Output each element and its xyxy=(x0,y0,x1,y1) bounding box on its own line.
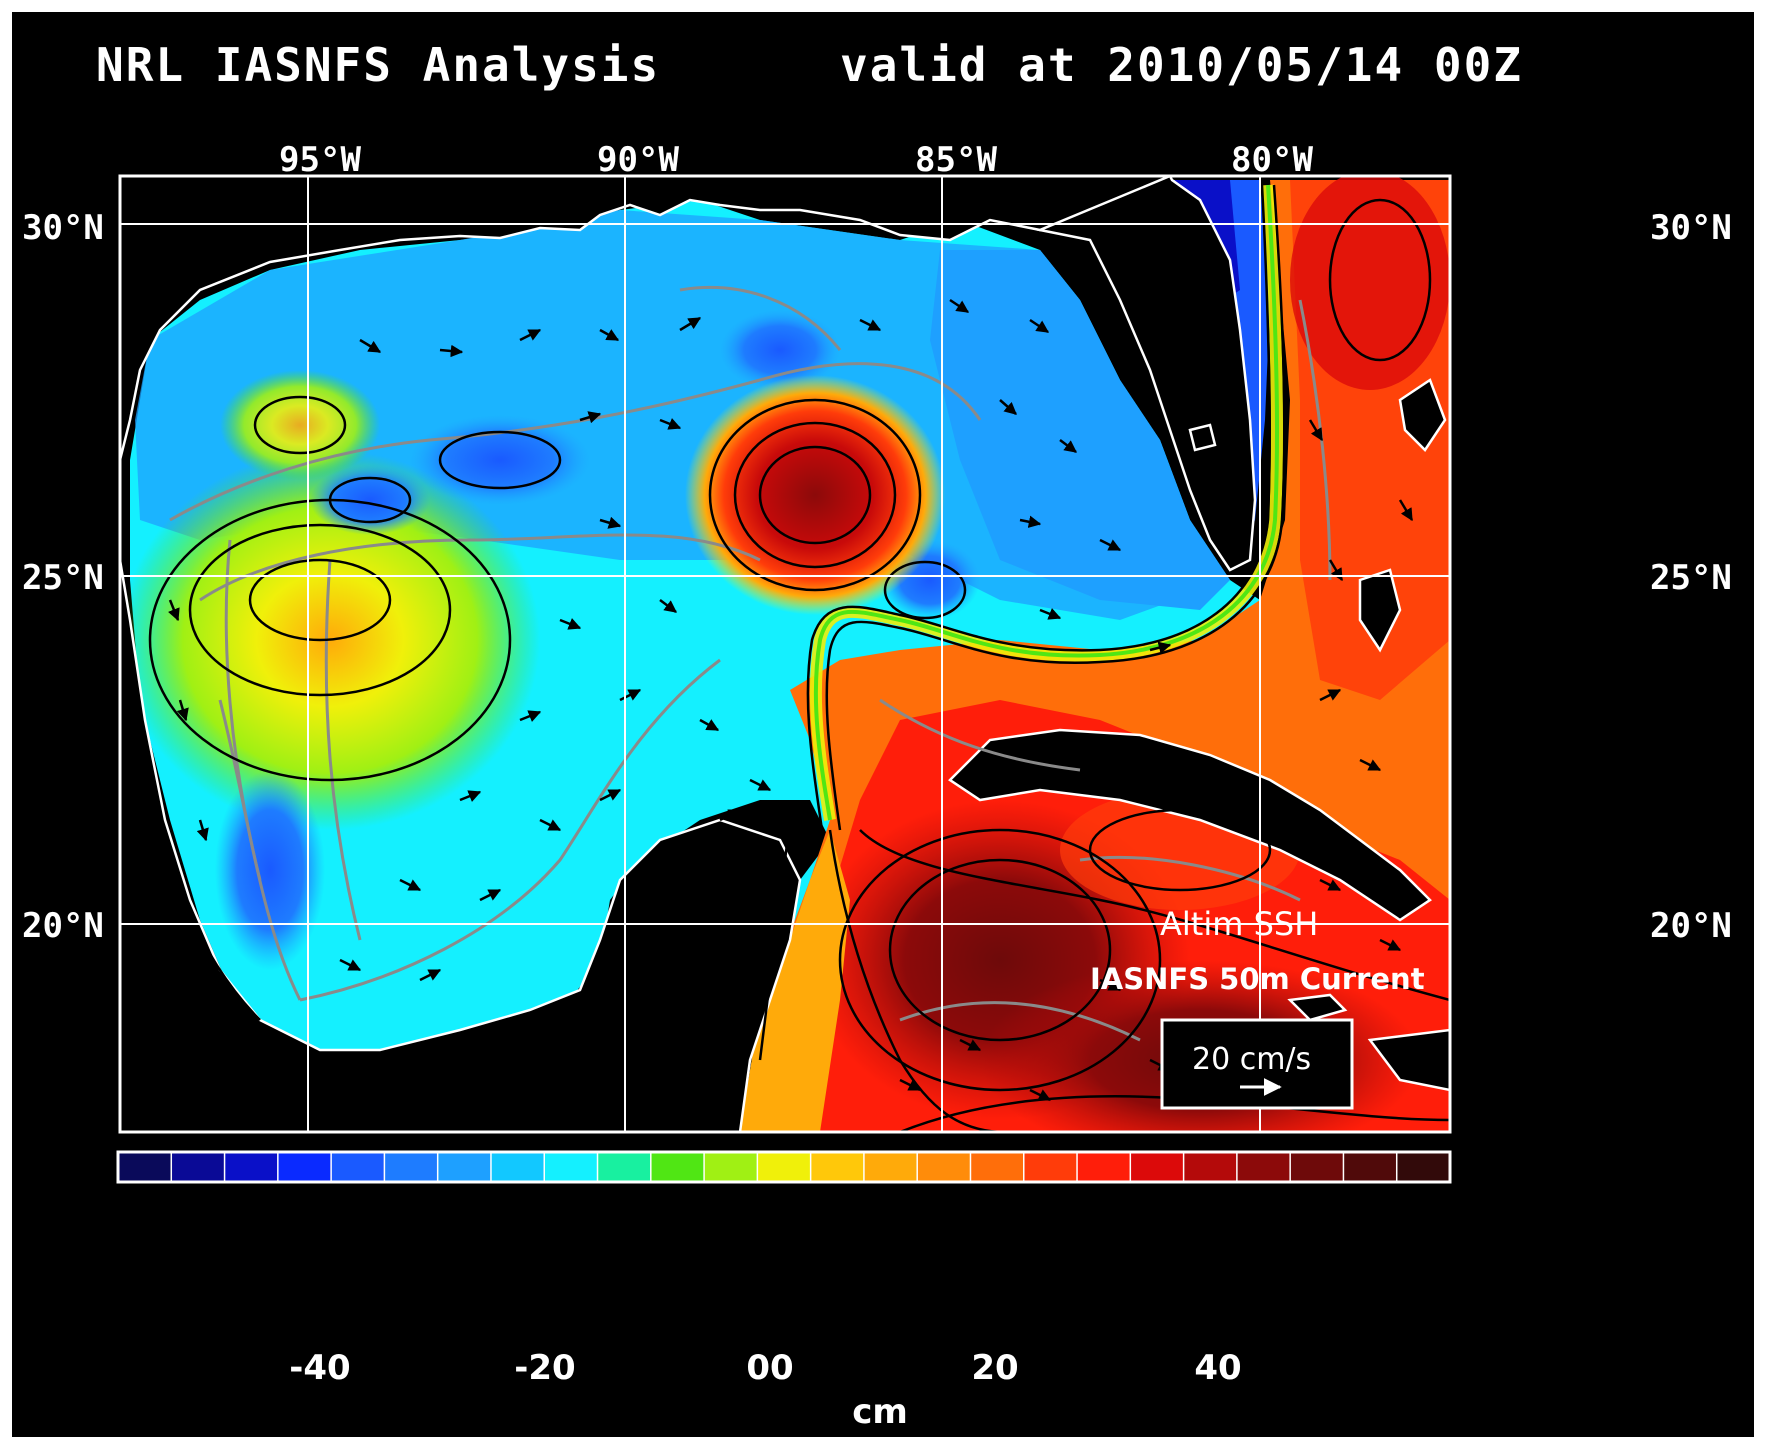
colorbar-swatch xyxy=(757,1152,812,1182)
lake-okeechobee xyxy=(1188,423,1217,452)
vector-scale-box xyxy=(1160,1018,1354,1110)
colorbar-swatch xyxy=(1343,1152,1398,1182)
cuba xyxy=(948,728,1432,922)
colorbar-swatch xyxy=(1130,1152,1185,1182)
colorbar-swatch xyxy=(704,1152,758,1182)
lat-label-20n-right: 20°N xyxy=(1650,906,1732,946)
colorbar-swatch xyxy=(863,1152,918,1182)
lon-label-95w: 95°W xyxy=(279,140,361,180)
map-border xyxy=(118,174,1452,1134)
yucatan-mexico xyxy=(120,559,802,1132)
lon-label-90w: 90°W xyxy=(597,140,679,180)
graticule xyxy=(120,176,1450,1132)
florida-peninsula xyxy=(1035,176,1257,572)
colorbar-tick-label: 20 xyxy=(971,1348,1019,1388)
lat-label-20n-left: 20°N xyxy=(22,906,104,946)
colorbar-swatch xyxy=(810,1152,865,1182)
lat-label-25n-right: 25°N xyxy=(1650,558,1732,598)
lat-label-30n-left: 30°N xyxy=(22,208,104,248)
colorbar-swatch xyxy=(650,1152,705,1182)
colorbar-swatch xyxy=(437,1152,492,1182)
colorbar-tick-label: 40 xyxy=(1194,1348,1242,1388)
hispaniola-edge xyxy=(1367,1028,1450,1092)
colorbar-swatch xyxy=(597,1152,652,1182)
lat-label-25n-left: 25°N xyxy=(22,558,104,598)
colorbar-swatch xyxy=(331,1152,385,1182)
colorbar-swatch xyxy=(970,1152,1025,1182)
map-panel xyxy=(120,176,1450,1132)
coastline xyxy=(120,176,1450,1132)
colorbar-swatch xyxy=(384,1152,439,1182)
colorbar-swatch xyxy=(1236,1152,1291,1182)
colorbar-swatch xyxy=(171,1152,226,1182)
colorbar-swatch xyxy=(544,1152,599,1182)
legend-product-label: Altim SSH xyxy=(1160,905,1319,943)
colorbar-swatch xyxy=(277,1152,332,1182)
colorbar-swatch xyxy=(490,1152,545,1182)
colorbar-swatch xyxy=(1183,1152,1238,1182)
colorbar-swatch xyxy=(1396,1152,1451,1182)
current-vectors xyxy=(168,298,1414,1102)
colorbar-swatch xyxy=(917,1152,971,1182)
colorbar-swatch xyxy=(1077,1152,1131,1182)
lon-label-85w: 85°W xyxy=(915,140,997,180)
bahamas-island xyxy=(1358,568,1402,653)
colorbar-swatch xyxy=(118,1152,172,1182)
colorbar-swatch xyxy=(1023,1152,1078,1182)
lon-label-80w: 80°W xyxy=(1231,140,1313,180)
figure-title: NRL IASNFS Analysis xyxy=(96,38,661,92)
lat-label-30n-right: 30°N xyxy=(1650,208,1732,248)
legend-current-label: IASNFS 50m Current xyxy=(1090,962,1425,996)
colorbar-swatch xyxy=(224,1152,279,1182)
bahamas-island-2 xyxy=(1398,378,1447,452)
colorbar-tick-label: -20 xyxy=(514,1348,576,1388)
jamaica-island xyxy=(1287,993,1348,1022)
colorbar-border xyxy=(116,1150,1452,1184)
vector-scale-label: 20 cm/s xyxy=(1192,1042,1312,1077)
colorbar-swatch xyxy=(1290,1152,1344,1182)
colorbar-tick-label: 00 xyxy=(746,1348,794,1388)
colorbar xyxy=(118,1152,1451,1182)
colorbar-units: cm xyxy=(852,1392,908,1432)
valid-time-label: valid at 2010/05/14 00Z xyxy=(840,38,1523,92)
colorbar-tick-label: -40 xyxy=(289,1348,351,1388)
